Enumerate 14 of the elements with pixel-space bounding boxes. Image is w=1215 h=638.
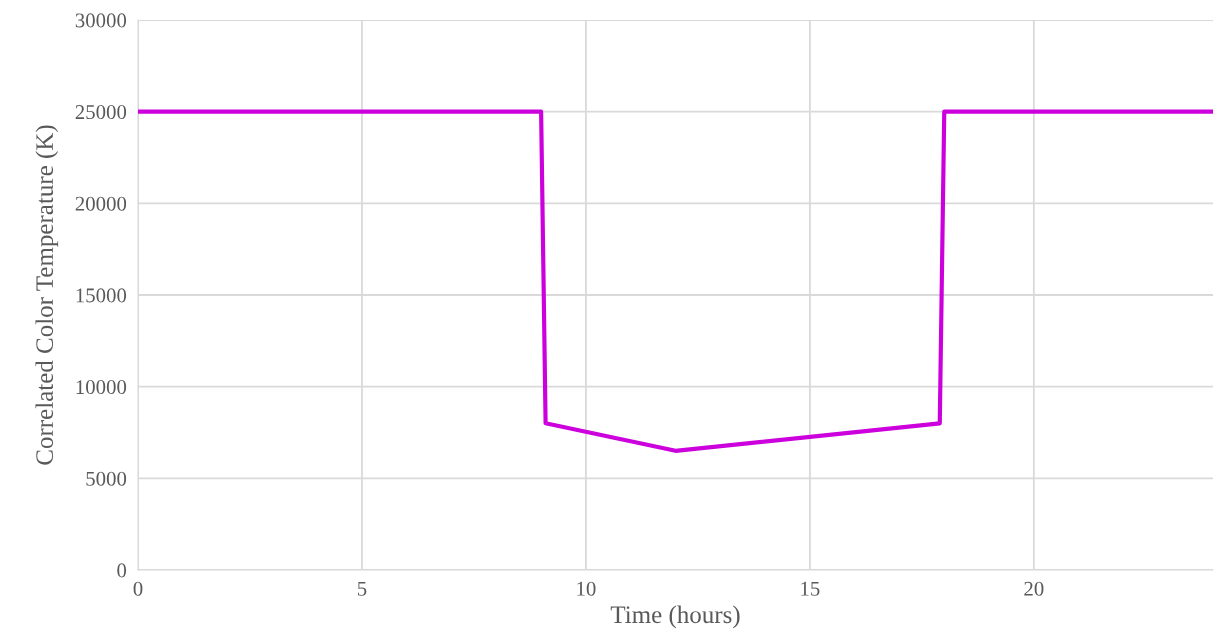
y-tick-label: 15000 xyxy=(76,288,127,303)
y-tick-label: 5000 xyxy=(86,471,127,486)
x-tick-label: 5 xyxy=(357,581,367,596)
x-tick-label: 10 xyxy=(577,581,596,596)
y-tick-label: 10000 xyxy=(76,380,127,395)
x-tick-label: 0 xyxy=(133,581,143,596)
y-tick-label: 20000 xyxy=(75,196,127,211)
y-tick-label: 30000 xyxy=(75,13,127,28)
x-tick-label: 15 xyxy=(801,581,820,596)
y-tick-label: 0 xyxy=(117,563,127,578)
y-tick-label: 25000 xyxy=(75,105,127,120)
x-axis-title: Time (hours) xyxy=(610,605,740,629)
y-axis-title: Correlated Color Temperature (K) xyxy=(35,125,59,465)
x-tick-label: 20 xyxy=(1024,581,1044,596)
